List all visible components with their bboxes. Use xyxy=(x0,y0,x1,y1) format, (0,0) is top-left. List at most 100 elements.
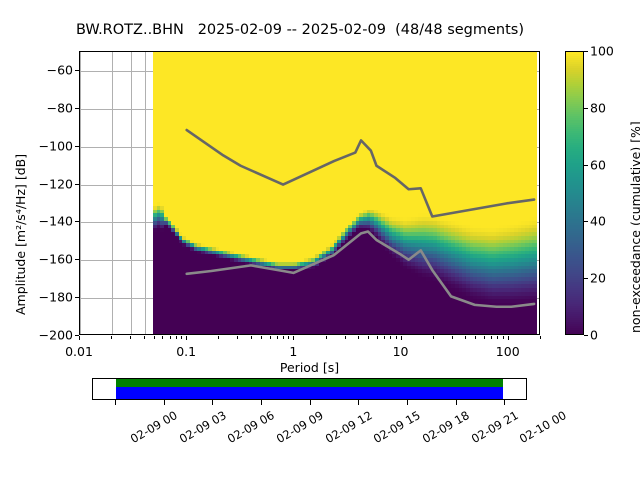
mesh-cell xyxy=(186,276,191,281)
mesh-cell xyxy=(178,179,184,184)
mesh-cell xyxy=(160,309,165,315)
mesh-cell xyxy=(167,220,173,225)
mesh-cell xyxy=(153,268,158,274)
mesh-cell xyxy=(153,205,158,210)
mesh-cell xyxy=(193,276,198,281)
mesh-cell xyxy=(178,261,184,266)
mesh-cell xyxy=(178,108,184,113)
mesh-cell xyxy=(156,265,162,270)
mesh-cell xyxy=(164,108,169,113)
mesh-cell xyxy=(175,268,180,274)
mesh-cell xyxy=(171,171,176,176)
mesh-cell xyxy=(175,179,180,184)
mesh-cell xyxy=(167,242,173,247)
mesh-cell xyxy=(197,324,202,330)
mesh-cell xyxy=(193,78,198,83)
mesh-cell xyxy=(153,197,158,203)
mesh-cell xyxy=(175,55,180,61)
mesh-cell xyxy=(167,100,173,105)
mesh-cell xyxy=(186,294,191,300)
mesh-cell xyxy=(189,201,195,206)
mesh-cell xyxy=(197,96,202,102)
mesh-cell xyxy=(208,104,213,109)
mesh-cell xyxy=(186,55,191,61)
mesh-cell xyxy=(156,321,162,326)
mesh-cell xyxy=(197,197,202,203)
mesh-cell xyxy=(175,197,180,203)
mesh-cell xyxy=(178,156,184,162)
mesh-cell xyxy=(193,55,198,61)
mesh-cell xyxy=(197,253,202,259)
mesh-cell xyxy=(208,66,213,72)
mesh-cell xyxy=(200,279,206,285)
mesh-cell xyxy=(167,272,173,277)
mesh-cell xyxy=(175,152,180,158)
mesh-cell xyxy=(200,223,206,229)
mesh-cell xyxy=(164,279,169,285)
mesh-cell xyxy=(193,302,198,307)
mesh-cell xyxy=(186,265,191,270)
mesh-cell xyxy=(153,242,158,247)
mesh-cell xyxy=(164,227,169,233)
mesh-cell xyxy=(182,205,187,210)
mesh-cell xyxy=(186,179,191,184)
mesh-cell xyxy=(178,324,184,330)
mesh-cell xyxy=(208,167,213,173)
mesh-cell xyxy=(156,220,162,225)
mesh-cell xyxy=(204,74,209,79)
mesh-cell xyxy=(178,134,184,139)
mesh-cell xyxy=(208,317,213,322)
mesh-cell xyxy=(204,156,209,162)
mesh-cell xyxy=(175,156,180,162)
mesh-cell xyxy=(160,156,165,162)
mesh-cell xyxy=(171,257,176,262)
mesh-cell xyxy=(211,283,217,289)
mesh-cell xyxy=(175,74,180,79)
mesh-cell xyxy=(164,145,169,150)
mesh-cell xyxy=(193,141,198,147)
mesh-cell xyxy=(164,201,169,206)
mesh-cell xyxy=(182,194,187,199)
mesh-cell xyxy=(204,160,209,165)
mesh-cell xyxy=(175,283,180,289)
mesh-cell xyxy=(182,108,187,113)
mesh-cell xyxy=(175,257,180,262)
mesh-cell xyxy=(200,265,206,270)
mesh-cell xyxy=(200,216,206,221)
mesh-cell xyxy=(167,137,173,143)
mesh-cell xyxy=(182,119,187,124)
mesh-cell xyxy=(175,235,180,240)
mesh-cell xyxy=(208,291,213,296)
mesh-cell xyxy=(182,220,187,225)
mesh-cell xyxy=(189,134,195,139)
mesh-cell xyxy=(153,272,158,277)
mesh-cell xyxy=(175,186,180,191)
mesh-cell xyxy=(167,231,173,236)
mesh-cell xyxy=(200,208,206,214)
mesh-cell xyxy=(156,115,162,120)
mesh-cell xyxy=(189,100,195,105)
mesh-cell xyxy=(156,149,162,154)
mesh-cell xyxy=(182,111,187,117)
mesh-cell xyxy=(204,59,209,64)
mesh-cell xyxy=(153,287,158,292)
mesh-cell xyxy=(200,134,206,139)
mesh-cell xyxy=(193,201,198,206)
mesh-cell xyxy=(171,332,176,334)
mesh-cell xyxy=(175,123,180,128)
mesh-cell xyxy=(153,194,158,199)
mesh-cell xyxy=(197,298,202,304)
mesh-cell xyxy=(193,261,198,266)
mesh-cell xyxy=(175,108,180,113)
mesh-cell xyxy=(197,235,202,240)
mesh-cell xyxy=(171,104,176,109)
mesh-cell xyxy=(178,257,184,262)
mesh-cell xyxy=(167,63,173,68)
mesh-cell xyxy=(178,291,184,296)
mesh-cell xyxy=(211,257,217,262)
mesh-cell xyxy=(182,66,187,72)
mesh-cell xyxy=(204,279,209,285)
mesh-cell xyxy=(167,261,173,266)
mesh-cell xyxy=(189,238,195,244)
